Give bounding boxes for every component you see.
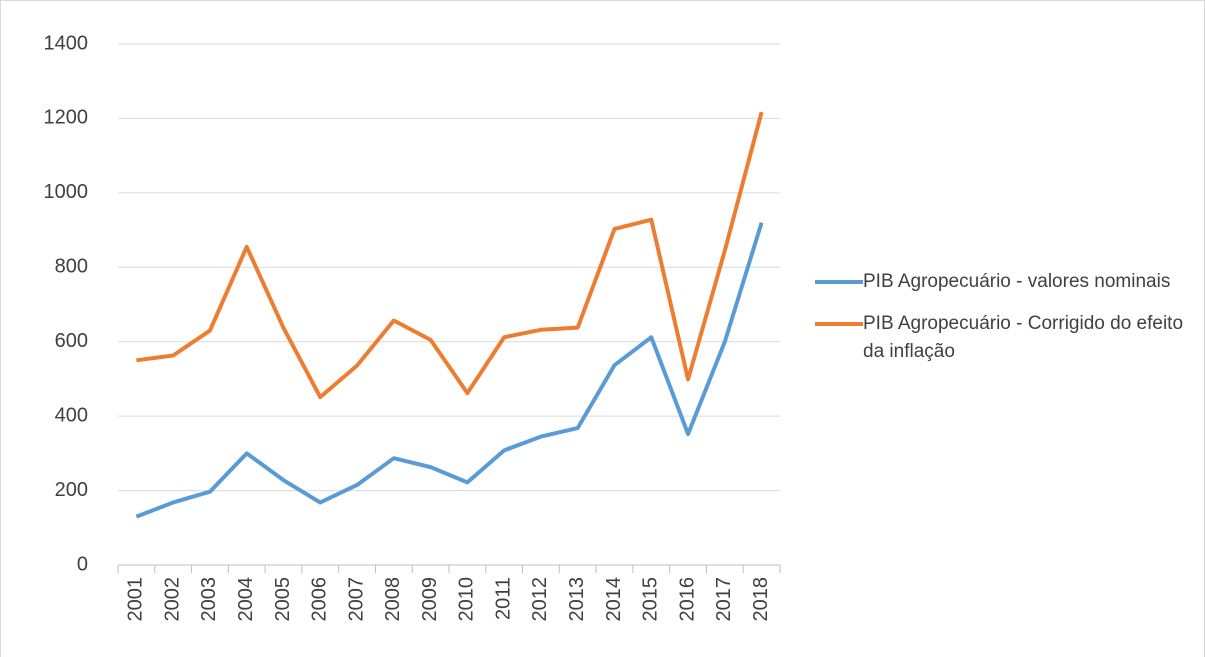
y-tick-label: 1200 xyxy=(44,107,89,129)
legend-swatch xyxy=(815,322,863,326)
x-tick-label: 2017 xyxy=(713,577,735,622)
x-tick-label: 2001 xyxy=(125,577,147,622)
x-tick-label: 2015 xyxy=(640,577,662,622)
legend: PIB Agropecuário - valores nominais PIB A… xyxy=(815,268,1195,380)
y-tick-label: 1400 xyxy=(44,32,89,54)
y-tick-label: 1000 xyxy=(44,181,89,203)
x-tick-label: 2006 xyxy=(309,577,331,622)
legend-item: PIB Agropecuário - Corrigido do efeito d… xyxy=(815,310,1195,366)
x-tick-label: 2018 xyxy=(750,577,772,622)
legend-item: PIB Agropecuário - valores nominais xyxy=(815,268,1195,296)
series-line xyxy=(135,222,764,519)
legend-label: PIB Agropecuário - valores nominais xyxy=(863,271,1171,292)
x-tick-label: 2008 xyxy=(382,577,404,622)
series-line xyxy=(136,111,764,400)
x-tick-label: 2004 xyxy=(235,577,257,622)
x-tick-label: 2003 xyxy=(198,577,220,622)
x-tick-label: 2013 xyxy=(566,577,588,622)
x-tick-label: 2010 xyxy=(456,577,478,622)
legend-swatch xyxy=(815,280,863,284)
y-tick-label: 800 xyxy=(55,256,88,278)
x-tick-label: 2011 xyxy=(492,577,514,620)
x-tick-label: 2012 xyxy=(529,577,551,622)
x-tick-label: 2002 xyxy=(161,577,183,622)
x-tick-label: 2009 xyxy=(419,577,441,622)
x-tick-label: 2016 xyxy=(676,577,698,622)
legend-label: PIB Agropecuário - Corrigido do efeito d… xyxy=(863,313,1184,362)
y-tick-label: 0 xyxy=(77,553,88,575)
x-tick-label: 2007 xyxy=(345,577,367,622)
y-tick-label: 200 xyxy=(55,479,88,501)
y-tick-label: 600 xyxy=(55,330,88,352)
x-tick-label: 2014 xyxy=(603,577,625,622)
y-tick-label: 400 xyxy=(55,404,88,426)
x-tick-label: 2005 xyxy=(272,577,294,622)
